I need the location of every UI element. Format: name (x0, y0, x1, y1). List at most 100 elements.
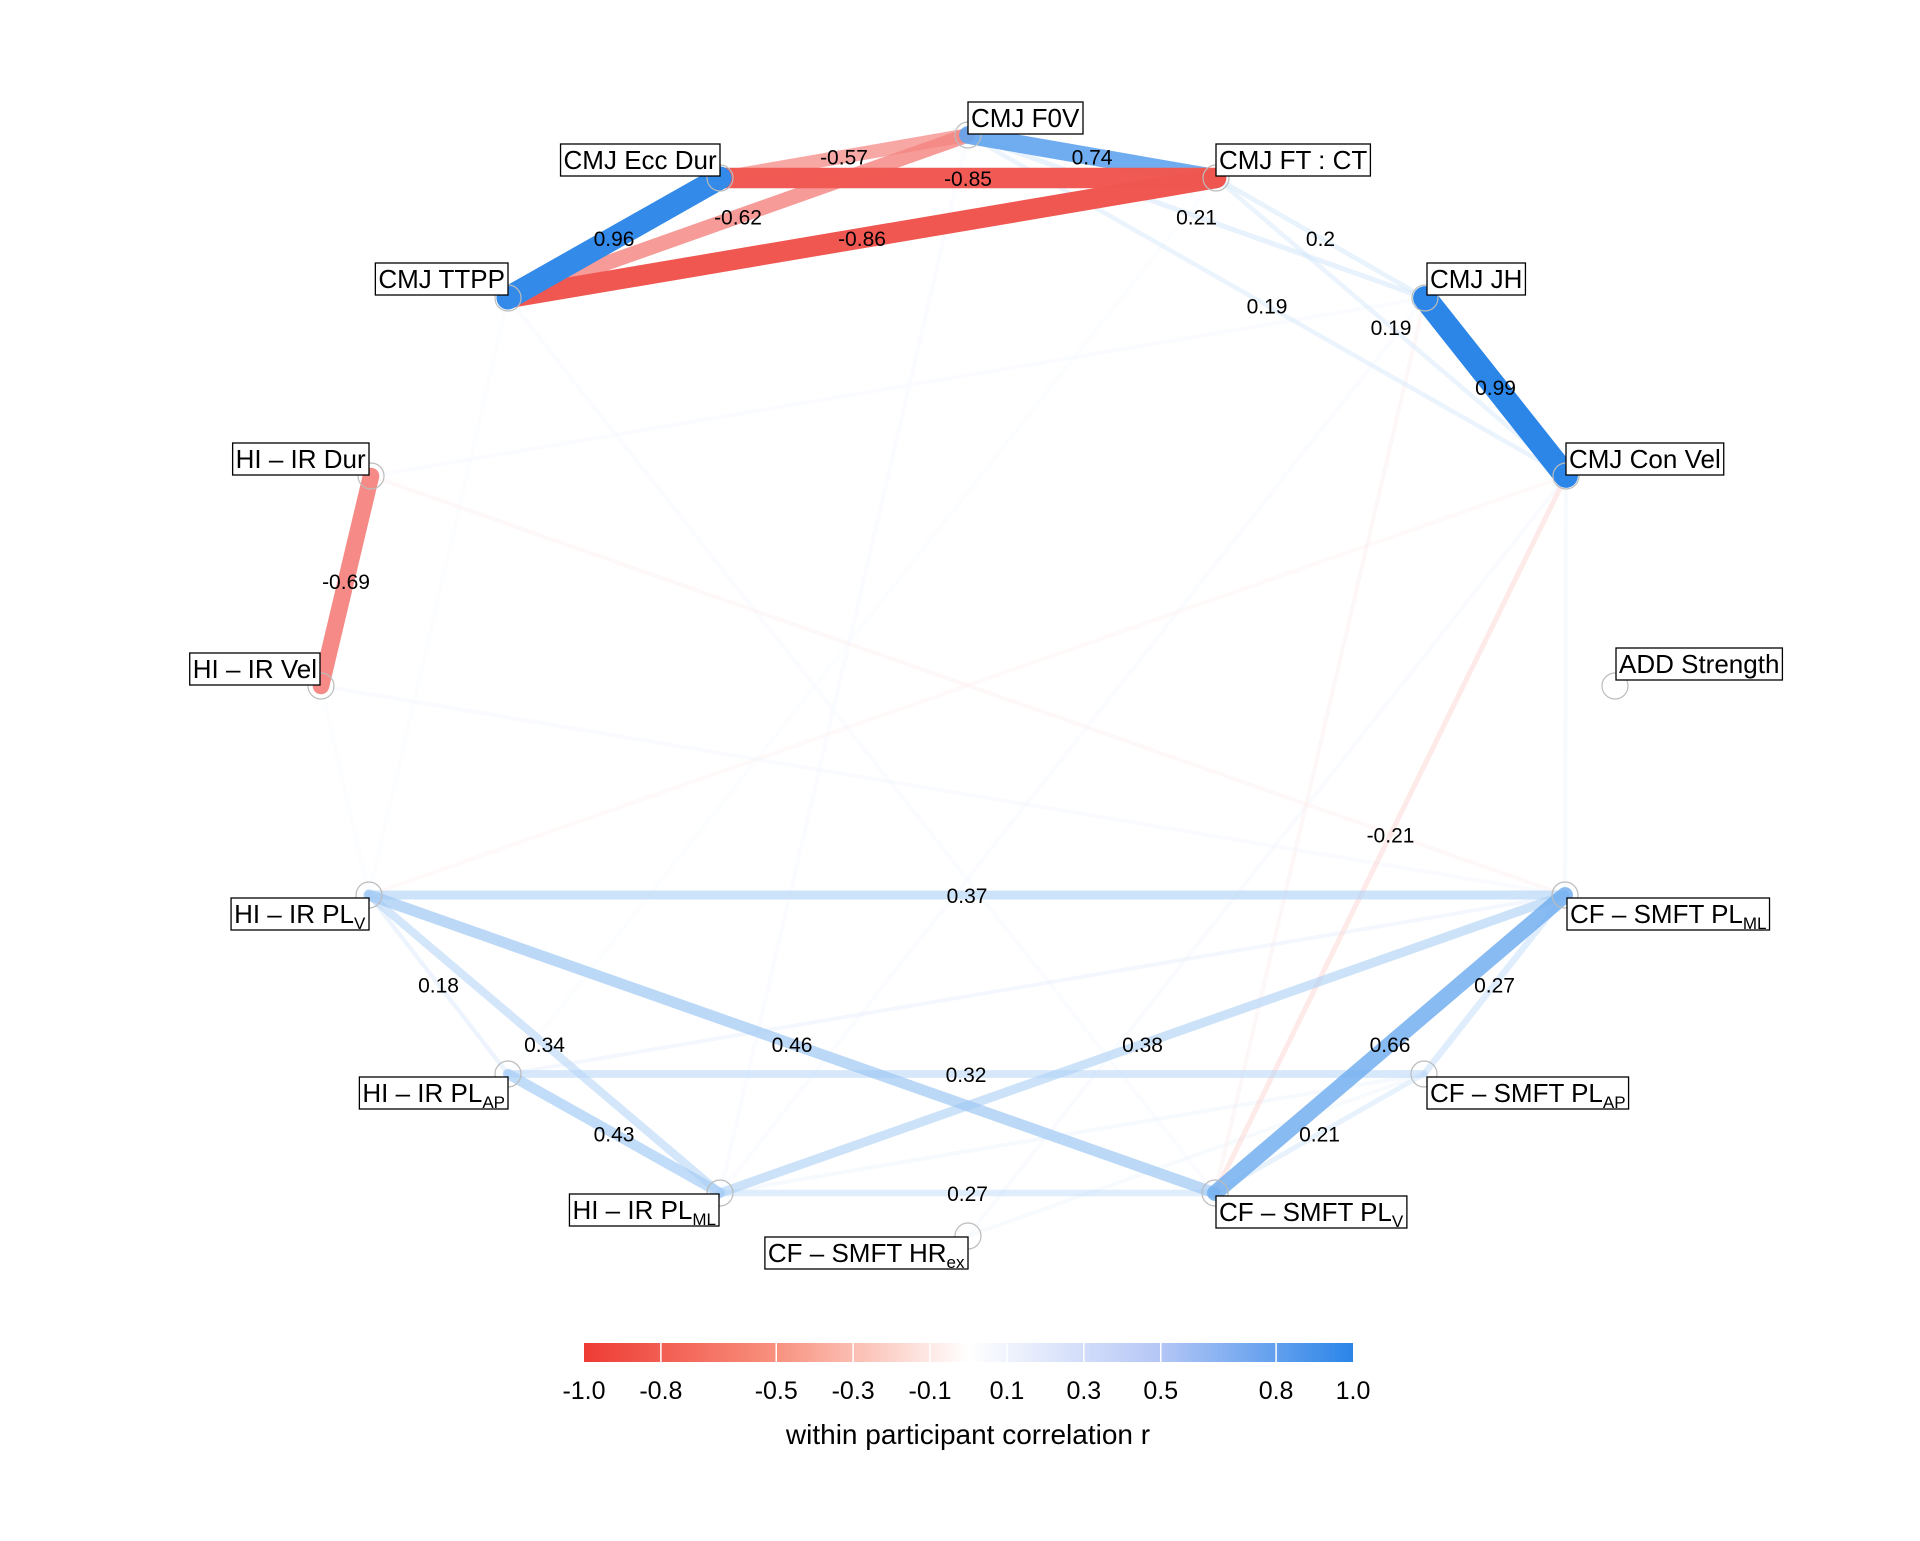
edge-label: 0.27 (947, 1183, 988, 1206)
node-label-hiplap: HI – IR PLAP (358, 1076, 509, 1112)
node-label-hivel: HI – IR Vel (189, 652, 321, 686)
node-label-box (568, 1193, 720, 1227)
node-add (1601, 672, 1629, 700)
node-label-subscript: ML (692, 1210, 716, 1229)
edge-hivel-hiplv (319, 684, 371, 897)
colorbar-tick-label: -0.1 (909, 1377, 952, 1405)
node-label-text: CMJ Con Vel (1569, 444, 1721, 474)
node-label-text: CF – SMFT PL (1430, 1078, 1603, 1108)
node-label-f0v: CMJ F0V (967, 101, 1084, 135)
edge-f0v-convel (965, 132, 1569, 479)
node-label-text: HI – IR PL (572, 1195, 692, 1225)
edge-hrex-cfplap (966, 1072, 1426, 1238)
node-cfplml (1551, 881, 1579, 909)
colorbar-tick-label: -0.8 (639, 1377, 682, 1405)
node-label-cfplap: CF – SMFT PLAP (1426, 1076, 1630, 1112)
edge-label: 0.46 (772, 1034, 813, 1057)
node-label-box (967, 101, 1084, 135)
node-hidur (357, 462, 385, 490)
node-label-box (1426, 262, 1527, 296)
node-label-subscript: V (1392, 1212, 1404, 1231)
edge-hivel-cfplml (319, 684, 1567, 897)
edge-ttpp-hiplv (367, 296, 510, 897)
node-labels-layer: CMJ F0V CMJ FT : CT CMJ Ecc Dur CMJ TTPP CMJ… (189, 101, 1784, 1272)
node-cfplap (1410, 1060, 1438, 1088)
node-label-eccdur: CMJ Ecc Dur (559, 143, 721, 177)
node-label-subscript: ex (947, 1253, 965, 1272)
svg-text:HI – IR PLML: HI – IR PLML (572, 1195, 716, 1229)
edge-label: -0.85 (944, 168, 992, 191)
node-label-subscript: AP (482, 1093, 505, 1112)
node-label-box (1565, 442, 1725, 476)
node-label-box (230, 897, 370, 931)
edge-label: -0.69 (322, 571, 370, 594)
node-label-hiplv: HI – IR PLV (230, 897, 370, 933)
node-label-hrex: CF – SMFT HRex (764, 1236, 969, 1272)
node-label-subscript: ML (1743, 914, 1767, 933)
node-label-text: CMJ FT : CT (1219, 145, 1367, 175)
node-label-cfplml: CF – SMFT PLML (1566, 897, 1771, 933)
edge-ftct-jh (1213, 175, 1428, 301)
edge-ftct-convel (1213, 175, 1569, 479)
node-label-text: ADD Strength (1619, 649, 1779, 679)
svg-text:ADD Strength: ADD Strength (1619, 649, 1779, 679)
node-hiplml (706, 1179, 734, 1207)
node-label-box (1215, 1195, 1408, 1229)
svg-text:CF – SMFT PLAP: CF – SMFT PLAP (1430, 1078, 1626, 1112)
edge-label: 0.32 (946, 1064, 987, 1087)
node-jh (1411, 284, 1439, 312)
svg-text:CMJ Con Vel: CMJ Con Vel (1569, 444, 1721, 474)
node-label-box (1566, 897, 1771, 931)
edge-hidur-cfplml (369, 474, 1567, 897)
edge-label: 0.34 (524, 1034, 565, 1057)
colorbar (584, 1343, 1353, 1362)
edge-label: 0.2 (1306, 228, 1335, 251)
edge-label: -0.86 (838, 228, 886, 251)
svg-text:HI – IR Vel: HI – IR Vel (193, 654, 317, 684)
colorbar-tick-label: 0.3 (1066, 1377, 1101, 1405)
colorbar-legend: -1.0 -0.8 -0.5 -0.3 -0.1 0.1 0.3 0.5 0.8 1.0 with… (562, 1343, 1370, 1450)
svg-text:CF – SMFT HRex: CF – SMFT HRex (768, 1238, 965, 1272)
node-label-box (1426, 1076, 1630, 1110)
colorbar-tick-label: -1.0 (562, 1377, 605, 1405)
edge-label: 0.99 (1475, 377, 1516, 400)
node-label-text: CF – SMFT PL (1219, 1197, 1392, 1227)
legend-title: within participant correlation r (785, 1419, 1150, 1450)
node-label-text: HI – IR PL (362, 1078, 482, 1108)
node-label-box (1615, 647, 1784, 681)
edge-label: 0.96 (594, 228, 635, 251)
colorbar-tick-label: 0.5 (1143, 1377, 1178, 1405)
edge-label: 0.21 (1176, 207, 1217, 230)
colorbar-tick-label: 1.0 (1336, 1377, 1371, 1405)
node-label-subscript: AP (1603, 1093, 1626, 1112)
edge-label: -0.62 (714, 207, 762, 230)
node-label-text: CMJ TTPP (378, 264, 505, 294)
node-hivel (307, 672, 335, 700)
svg-text:CMJ Ecc Dur: CMJ Ecc Dur (564, 145, 717, 175)
edge-hiplml-cfplml (715, 890, 1570, 1198)
svg-text:HI – IR PLV: HI – IR PLV (234, 899, 366, 933)
node-label-box (189, 652, 321, 686)
edges-layer (312, 126, 1578, 1238)
svg-text:HI – IR Dur: HI – IR Dur (236, 444, 366, 474)
edge-label: 0.66 (1370, 1034, 1411, 1057)
colorbar-tick-label: 0.8 (1259, 1377, 1294, 1405)
colorbar-tick-label: 0.1 (990, 1377, 1025, 1405)
edge-hiplml-cfplap (718, 1072, 1426, 1195)
node-label-box (358, 1076, 509, 1110)
node-label-box (231, 442, 370, 476)
node-label-box (559, 143, 721, 177)
node-label-jh: CMJ JH (1426, 262, 1527, 296)
node-cfplv (1201, 1179, 1229, 1207)
edge-ftct-hiplap (506, 176, 1218, 1076)
svg-text:HI – IR PLAP: HI – IR PLAP (362, 1078, 505, 1112)
node-label-hiplml: HI – IR PLML (568, 1193, 720, 1229)
edge-eccdur-ttpp (496, 166, 732, 310)
colorbar-tick-label: -0.5 (755, 1377, 798, 1405)
node-label-cfplv: CF – SMFT PLV (1215, 1195, 1408, 1231)
node-label-text: CMJ F0V (971, 103, 1080, 133)
edge-f0v-ttpp (500, 127, 976, 306)
node-label-hidur: HI – IR Dur (231, 442, 370, 476)
edge-ftct-ttpp (497, 167, 1227, 309)
